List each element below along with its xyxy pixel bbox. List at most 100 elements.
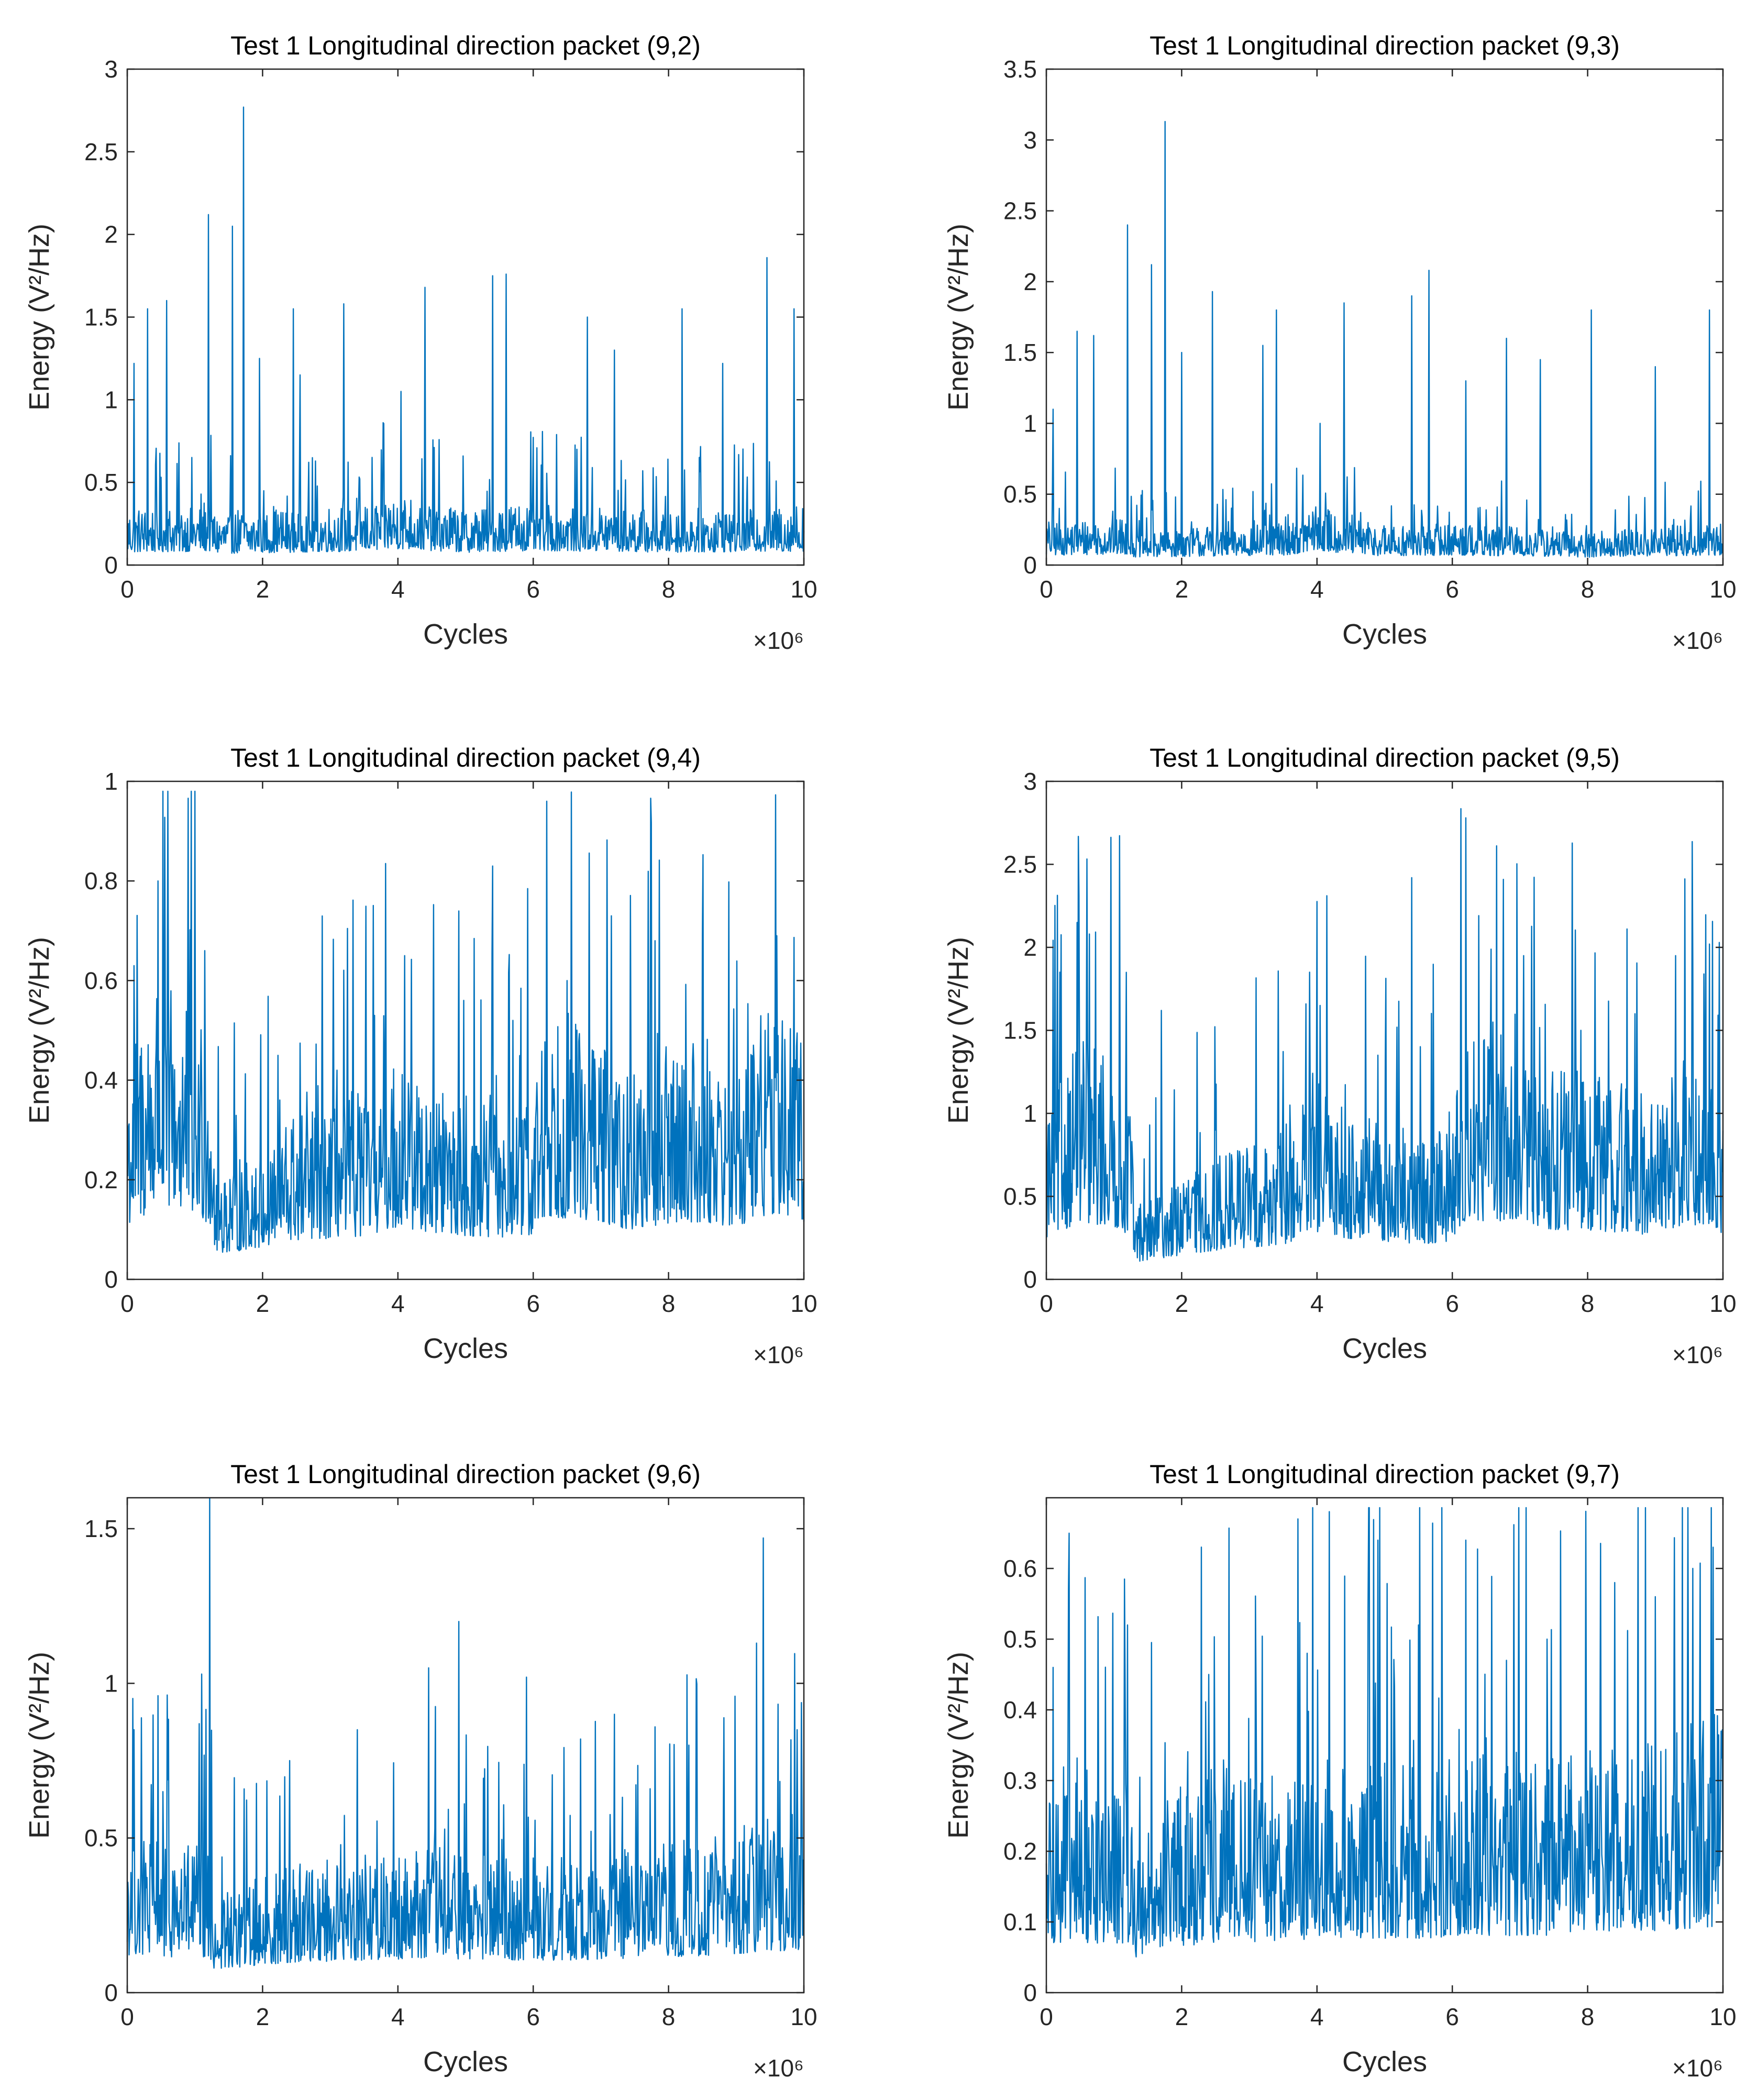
data-series-line — [126, 106, 805, 554]
plot-area-frame — [1045, 1497, 1724, 1994]
plot-area-frame — [126, 1497, 805, 1994]
x-tick-label: 8 — [1581, 2003, 1595, 2030]
y-axis-label: Energy (V²/Hz) — [24, 224, 55, 411]
y-tick-label: 0.5 — [1003, 1626, 1037, 1653]
data-series-line — [1045, 808, 1724, 1262]
y-axis-label: Energy (V²/Hz) — [24, 1652, 55, 1839]
y-tick-label: 0.2 — [84, 1166, 118, 1193]
x-tick-label: 10 — [790, 576, 817, 603]
x-tick-label: 10 — [790, 2003, 817, 2030]
x-tick-label: 6 — [1445, 1290, 1459, 1317]
x-axis-label: Cycles — [1342, 618, 1427, 650]
y-tick-label: 1.5 — [1003, 1017, 1037, 1044]
y-tick-label: 1.5 — [84, 1515, 118, 1542]
x-tick-label: 0 — [120, 1290, 134, 1317]
y-tick-label: 1 — [1023, 1100, 1037, 1127]
y-tick-label: 3 — [104, 56, 118, 83]
y-tick-label: 1 — [104, 386, 118, 413]
x-tick-label: 10 — [790, 1290, 817, 1317]
y-tick-label: 0.5 — [84, 469, 118, 496]
chart-title: Test 1 Longitudinal direction packet (9,… — [230, 743, 701, 772]
y-tick-label: 0.1 — [1003, 1908, 1037, 1936]
y-axis-label: Energy (V²/Hz) — [943, 937, 974, 1124]
x-axis-label: Cycles — [423, 618, 508, 650]
y-tick-label: 0.5 — [84, 1825, 118, 1852]
x-tick-label: 8 — [1581, 1290, 1595, 1317]
x-tick-label: 6 — [1445, 576, 1459, 603]
y-tick-label: 1 — [104, 1670, 118, 1697]
x-tick-label: 10 — [1709, 1290, 1736, 1317]
x-tick-label: 10 — [1709, 2003, 1736, 2030]
x-tick-label: 0 — [1040, 1290, 1053, 1317]
x-tick-label: 4 — [391, 1290, 405, 1317]
plot-area-frame — [1045, 68, 1724, 566]
y-tick-label: 0.5 — [1003, 481, 1037, 508]
chart-panel-9-2: Test 1 Longitudinal direction packet (9,… — [24, 31, 817, 654]
chart-panel-9-3: Test 1 Longitudinal direction packet (9,… — [943, 31, 1737, 654]
data-series-line — [126, 790, 805, 1253]
x-axis-label: Cycles — [1342, 2046, 1427, 2077]
data-series-line — [1045, 120, 1724, 558]
y-tick-label: 0 — [1023, 1979, 1037, 2006]
x-tick-label: 10 — [1709, 576, 1736, 603]
x-axis-multiplier: ×10⁶ — [1672, 2054, 1723, 2082]
x-tick-label: 2 — [1175, 2003, 1189, 2030]
x-tick-label: 8 — [662, 1290, 676, 1317]
chart-title: Test 1 Longitudinal direction packet (9,… — [1150, 743, 1620, 772]
x-tick-label: 2 — [1175, 1290, 1189, 1317]
y-tick-label: 2.5 — [1003, 197, 1037, 225]
data-series-line — [126, 1497, 805, 1969]
x-tick-label: 0 — [1040, 576, 1053, 603]
y-axis-label: Energy (V²/Hz) — [943, 1652, 974, 1839]
y-tick-label: 0.5 — [1003, 1183, 1037, 1210]
y-tick-label: 0.6 — [1003, 1555, 1037, 1582]
x-tick-label: 6 — [526, 2003, 540, 2030]
y-tick-label: 1.5 — [84, 304, 118, 331]
x-tick-label: 2 — [256, 1290, 270, 1317]
y-tick-label: 0 — [1023, 1266, 1037, 1293]
y-tick-label: 3 — [1023, 126, 1037, 153]
x-tick-label: 4 — [391, 2003, 405, 2030]
chart-title: Test 1 Longitudinal direction packet (9,… — [1150, 31, 1620, 60]
y-tick-label: 3.5 — [1003, 56, 1037, 83]
y-tick-label: 0.2 — [1003, 1838, 1037, 1865]
y-tick-label: 2.5 — [1003, 851, 1037, 878]
x-tick-label: 2 — [256, 2003, 270, 2030]
chart-panel-9-6: Test 1 Longitudinal direction packet (9,… — [24, 1460, 817, 2082]
x-tick-label: 0 — [120, 2003, 134, 2030]
x-tick-label: 8 — [662, 2003, 676, 2030]
x-tick-label: 8 — [1581, 576, 1595, 603]
x-axis-multiplier: ×10⁶ — [1672, 627, 1723, 654]
y-tick-label: 0.4 — [1003, 1696, 1037, 1723]
y-tick-label: 2 — [1023, 934, 1037, 961]
chart-panel-9-5: Test 1 Longitudinal direction packet (9,… — [943, 743, 1737, 1368]
y-tick-label: 2 — [1023, 268, 1037, 295]
plot-area-frame — [126, 68, 805, 566]
x-axis-label: Cycles — [423, 2046, 508, 2077]
x-axis-multiplier: ×10⁶ — [753, 2054, 804, 2082]
y-tick-label: 3 — [1023, 768, 1037, 795]
y-tick-label: 0 — [1023, 551, 1037, 579]
x-tick-label: 0 — [120, 576, 134, 603]
y-tick-label: 1.5 — [1003, 339, 1037, 366]
y-tick-label: 1 — [1023, 410, 1037, 437]
x-axis-label: Cycles — [1342, 1333, 1427, 1364]
y-tick-label: 0 — [104, 551, 118, 579]
chart-panel-9-4: Test 1 Longitudinal direction packet (9,… — [24, 743, 817, 1368]
x-axis-multiplier: ×10⁶ — [1672, 1341, 1723, 1368]
y-tick-label: 0 — [104, 1266, 118, 1293]
x-tick-label: 4 — [1310, 2003, 1324, 2030]
chart-title: Test 1 Longitudinal direction packet (9,… — [230, 31, 701, 60]
y-tick-label: 0.8 — [84, 867, 118, 894]
y-tick-label: 0.6 — [84, 967, 118, 994]
x-axis-multiplier: ×10⁶ — [753, 627, 804, 654]
y-axis-label: Energy (V²/Hz) — [943, 224, 974, 411]
y-tick-label: 1 — [104, 768, 118, 795]
chart-panel-9-7: Test 1 Longitudinal direction packet (9,… — [943, 1460, 1737, 2082]
y-tick-label: 0 — [104, 1979, 118, 2006]
y-tick-label: 0.3 — [1003, 1767, 1037, 1794]
x-tick-label: 6 — [526, 576, 540, 603]
data-series-line — [1045, 1507, 1724, 1958]
x-tick-label: 2 — [1175, 576, 1189, 603]
